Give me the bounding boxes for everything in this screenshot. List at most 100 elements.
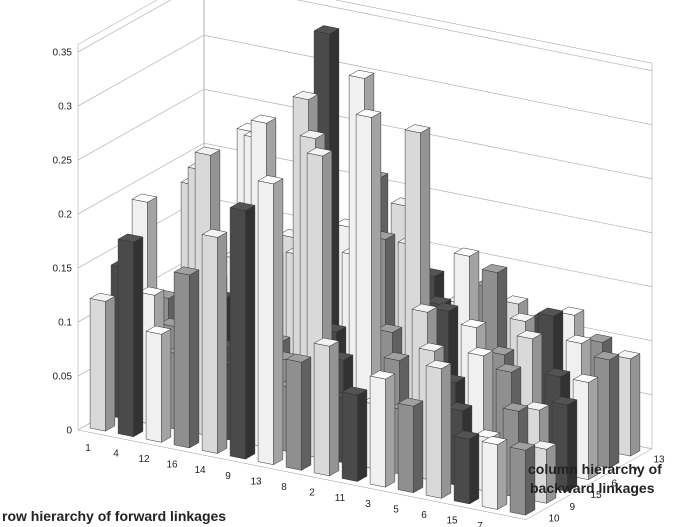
x-tick-label: 15 [446,516,458,527]
bar-top-face [453,430,480,440]
bar-top-face [495,363,522,373]
bar-top-face [425,360,452,369]
bar [201,228,228,454]
bar-top-face [614,350,641,360]
x-tick-label: 3 [365,499,371,510]
bar-front-face [201,234,218,454]
bar-top-face [229,202,256,211]
bar-top-face [460,319,487,328]
bar-top-face [201,228,228,238]
bar-front-face [229,207,246,460]
bar-top-face [313,25,340,35]
bar [145,325,172,443]
z-tick-label: 0.3 [58,102,72,113]
bar-top-face [502,295,529,305]
bar-top-face [376,323,403,333]
gridline [77,142,653,234]
bar [369,370,396,488]
z-tick-label: 0.15 [53,264,73,275]
y-axis-label-line2: backward linkages [530,480,655,496]
y-axis-label-line1: column hierarchy of [528,461,662,477]
bar-top-face [348,69,375,79]
bar-side-face [357,389,368,482]
x-tick-label: 6 [421,510,427,521]
bar [453,430,480,505]
y-tick-label: 7 [633,467,639,478]
bar-side-face [189,269,200,449]
bar-side-face [385,373,396,488]
x-tick-label: 12 [138,454,150,465]
bar [257,175,284,466]
z-tick-label: 0.1 [58,318,72,329]
bar [397,397,424,494]
z-axis-ticks: 0 0.05 0.1 0.15 0.2 0.25 0.3 0.35 [53,48,73,437]
bar-top-face [173,266,200,276]
bar-side-face [441,362,452,499]
x-tick-label: 11 [335,493,346,504]
bar-top-face [467,347,494,357]
bar-top-face [397,397,424,407]
bar-side-face [161,328,172,443]
bar-top-face [474,429,501,439]
bar-top-face [481,436,508,445]
bar-side-face [497,438,508,510]
bar [481,436,508,510]
x-tick-label: 5 [393,504,399,515]
gridline [77,88,653,180]
x-tick-label: 16 [166,460,178,471]
bar-side-face [469,433,480,505]
bar-front-face [509,446,526,516]
bar-top-face [138,286,165,296]
bar-top-face [257,175,284,185]
y-tick-label: 9 [570,502,576,513]
bar-top-face [131,193,158,203]
bar-top-face [509,441,536,451]
z-tick-label: 0.35 [53,48,73,59]
bar-top-face [565,334,592,344]
x-tick-label: 4 [113,448,119,459]
x-axis-label: row hierarchy of forward linkages [2,508,226,524]
bar-front-face [397,402,414,494]
bar-top-face [299,130,326,139]
bar-top-face [572,373,599,383]
bar [355,108,382,453]
bar-front-face [481,441,498,510]
bar-side-face [273,178,284,466]
bar-side-face [133,236,144,438]
bar-top-face [411,303,438,313]
bar-top-face [418,342,445,352]
bar-top-face [537,307,564,317]
gridline [77,34,653,126]
bar-top-face [306,147,333,157]
bar-side-face [567,399,578,492]
bar [173,266,200,449]
x-tick-label: 14 [194,465,206,476]
bar-top-face [586,333,613,343]
bar-side-face [630,353,641,457]
x-tick-label: 9 [225,471,231,482]
bar-top-face [481,264,508,273]
z-tick-label: 0.05 [53,372,73,383]
bar-top-face [453,247,480,257]
bar [341,386,368,482]
z-tick-label: 0.2 [58,210,72,221]
bar-side-face [413,400,424,494]
z-tick-label: 0.25 [53,156,73,167]
x-tick-label: 2 [309,488,315,499]
bar-side-face [217,231,228,454]
bar-side-face [609,354,620,469]
bar-top-face [313,337,340,347]
bar [425,360,452,499]
bar-top-face [355,108,382,118]
bar-front-face [285,358,302,471]
bar-front-face [369,375,386,488]
bar-front-face [453,435,470,505]
bar-front-face [145,330,162,443]
bar-top-face [544,368,571,378]
bar-front-face [117,238,134,438]
x-tick-label: 1 [85,443,91,454]
gridline [77,0,653,72]
bar-top-face [516,330,543,340]
bar-top-face [446,402,473,412]
bar-top-face [404,124,431,134]
